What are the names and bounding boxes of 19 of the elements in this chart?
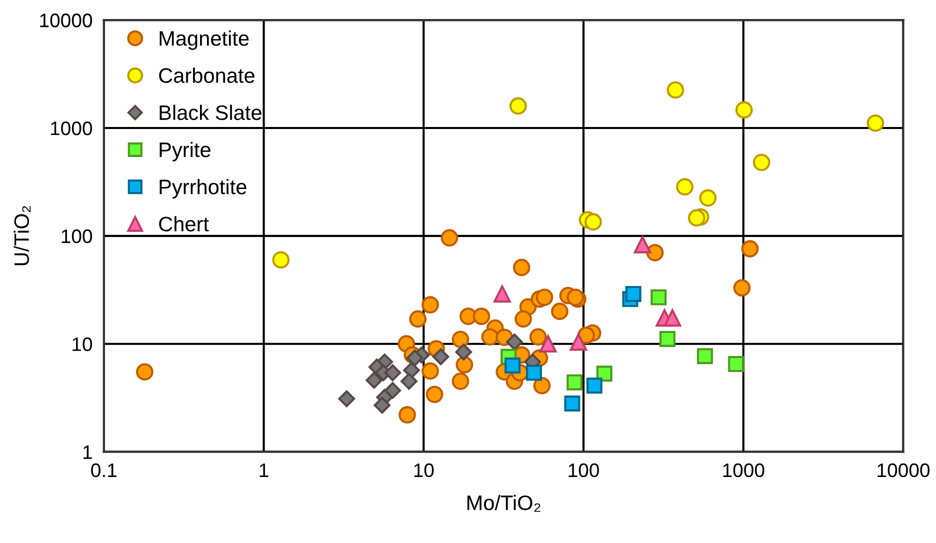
legend-label: Black Slate [160, 104, 262, 120]
legend-label: Magnetite [160, 30, 249, 50]
legend-label: Chert [159, 216, 209, 232]
y-tick-label: 1000 [51, 121, 92, 136]
y-axis-title: U/TiO₂ [14, 206, 31, 266]
y-tick-label: 10000 [40, 14, 92, 28]
x-tick-label: 100 [568, 463, 599, 478]
legend-label: Pyrrhotite [160, 179, 246, 198]
x-axis-title: Mo/TiO₂ [467, 494, 540, 512]
legend-label: Pyrite [160, 142, 210, 162]
x-tick-label: 10000 [878, 463, 930, 478]
y-tick-label: 100 [62, 229, 92, 244]
x-tick-label: 0.1 [91, 463, 116, 478]
x-tick-label: 1000 [723, 463, 764, 478]
legend-label: Carbonate [159, 68, 254, 83]
y-tick-label: 10 [72, 337, 92, 352]
y-tick-label: 1 [83, 445, 92, 459]
x-tick-label: 1 [260, 464, 268, 477]
x-tick-label: 10 [414, 463, 434, 478]
